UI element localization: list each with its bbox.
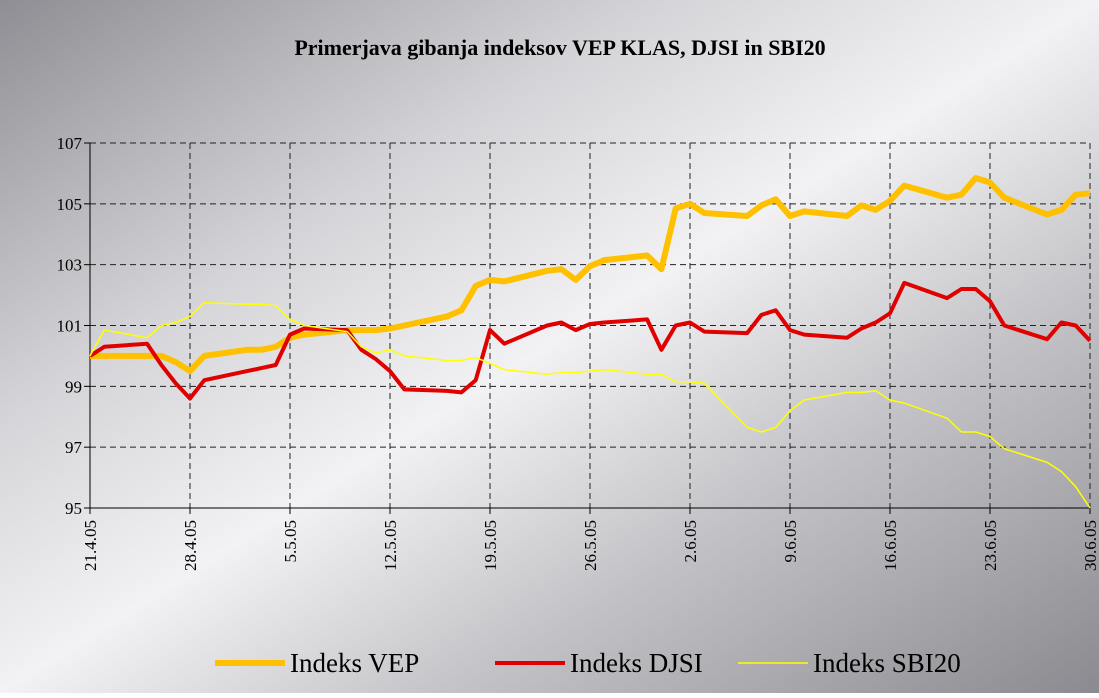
y-tick-label: 107: [57, 134, 83, 153]
x-tick-label: 2.6.05: [681, 520, 700, 563]
y-tick-label: 97: [65, 438, 83, 457]
x-tick-label: 5.5.05: [281, 520, 300, 563]
y-tick-label: 103: [57, 256, 83, 275]
legend-label: Indeks VEP: [290, 648, 419, 678]
x-tick-label: 19.5.05: [481, 520, 500, 571]
legend-label: Indeks DJSI: [570, 648, 703, 678]
x-tick-label: 23.6.05: [981, 520, 1000, 571]
y-tick-label: 101: [57, 317, 83, 336]
x-tick-label: 21.4.05: [81, 520, 100, 571]
x-tick-label: 12.5.05: [381, 520, 400, 571]
x-tick-label: 9.6.05: [781, 520, 800, 563]
x-tick-label: 30.6.05: [1081, 520, 1099, 571]
x-tick-label: 16.6.05: [881, 520, 900, 571]
y-tick-label: 99: [65, 377, 82, 396]
y-tick-label: 95: [65, 499, 82, 518]
chart-title: Primerjava gibanja indeksov VEP KLAS, DJ…: [294, 35, 825, 60]
x-tick-label: 28.4.05: [181, 520, 200, 571]
y-tick-label: 105: [57, 195, 83, 214]
series-line: [88, 280, 1092, 401]
series-line: [90, 175, 1091, 375]
x-tick-label: 26.5.05: [581, 520, 600, 571]
legend-label: Indeks SBI20: [813, 648, 961, 678]
series-line: [89, 301, 1091, 509]
